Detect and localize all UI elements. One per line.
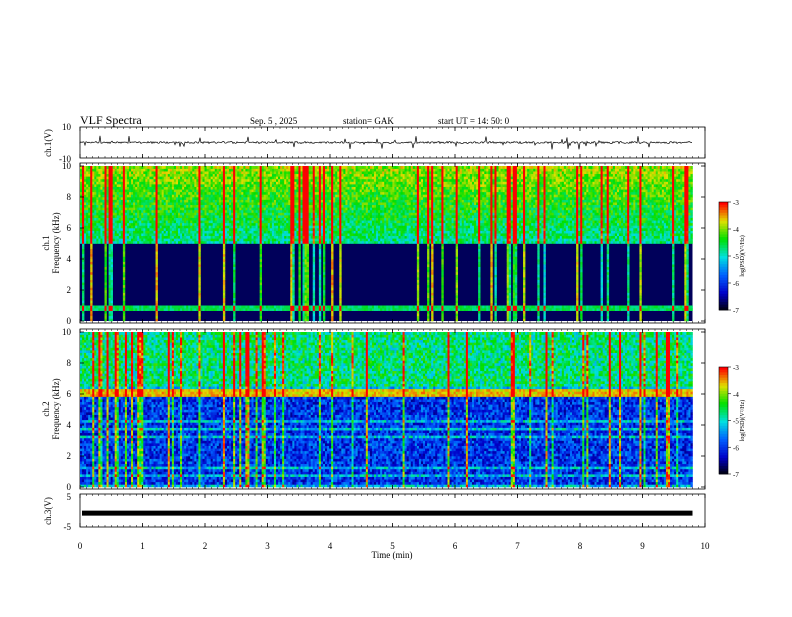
ch1-ytick-top: 10 [62, 122, 72, 132]
ch2-spectrogram-image [80, 332, 693, 487]
colorbar-tick-label: -3 [733, 364, 739, 372]
ch1-spectrogram-panel: 0 2 4 6 8 10 ch.1 Frequency (kHz) -3 -4 -5 -6 -7 l… [41, 161, 746, 326]
colorbar-tick-label: -3 [733, 199, 739, 207]
colorbar-tick-label: -5 [733, 418, 739, 426]
figure-title: VLF Spectra [80, 113, 142, 127]
time-tick-label: 9 [640, 541, 645, 551]
frequency-tick-label: 10 [62, 327, 72, 337]
time-axis-label: Time (min) [372, 550, 413, 560]
ch3-ytick-bottom: -5 [64, 522, 72, 532]
colorbar-label: log(PSD)(V²/Hz) [739, 235, 746, 276]
ch2-colorbar: -3 -4 -5 -6 -7 log(PSD)(V²/Hz) [719, 364, 746, 479]
time-tick-label: 0 [78, 541, 83, 551]
frequency-tick-label: 8 [67, 192, 72, 202]
colorbar-tick-label: -4 [733, 226, 739, 234]
frequency-tick-label: 4 [67, 254, 72, 264]
time-tick-label: 3 [265, 541, 270, 551]
colorbar-label: log(PSD)(V²/Hz) [739, 400, 746, 441]
colorbar-tick-label: -7 [733, 471, 739, 479]
time-tick-label: 7 [515, 541, 520, 551]
colorbar-tick-label: -6 [733, 280, 739, 288]
ch3-waveform-trace [82, 511, 693, 516]
colorbar-tick-label: -4 [733, 391, 739, 399]
time-tick-label: 10 [701, 541, 711, 551]
ch1-spectrogram-ylabel-frequency: Frequency (kHz) [51, 212, 61, 273]
ch1-waveform-ylabel: ch.1(V) [43, 129, 53, 157]
ch2-spectrogram-ylabel-channel: ch.2 [41, 401, 51, 416]
vlf-figure: VLF Spectra Sep. 5 , 2025 station= GAK s… [0, 0, 792, 612]
colorbar-tick-label: -5 [733, 253, 739, 261]
ch1-colorbar: -3 -4 -5 -6 -7 log(PSD)(V²/Hz) [719, 199, 746, 315]
ch2-spectrogram-panel: 0 2 4 6 8 10 ch.2 Frequency (kHz) -3 -4 -5 -6 -7 l… [41, 327, 746, 492]
frequency-tick-label: 4 [67, 420, 72, 430]
ch1-spectrogram-image [80, 166, 693, 321]
ch3-waveform-ylabel: ch.3(V) [43, 497, 53, 525]
time-tick-label: 4 [328, 541, 333, 551]
observation-date: Sep. 5 , 2025 [250, 116, 298, 126]
time-tick-label: 8 [578, 541, 583, 551]
ch3-waveform-frame [80, 494, 705, 527]
time-tick-label: 1 [140, 541, 145, 551]
frequency-tick-label: 2 [67, 451, 72, 461]
colorbar-tick-label: -7 [733, 307, 739, 315]
frequency-tick-label: 0 [67, 316, 72, 326]
start-time-label: start UT = 14: 50: 0 [438, 116, 510, 126]
colorbar-tick-label: -6 [733, 444, 739, 452]
time-tick-label: 2 [203, 541, 208, 551]
frequency-tick-label: 6 [67, 389, 72, 399]
time-tick-label: 6 [453, 541, 458, 551]
ch3-signal-band [82, 511, 693, 516]
frequency-tick-label: 6 [67, 223, 72, 233]
station-label: station= GAK [343, 116, 394, 126]
frequency-tick-label: 8 [67, 358, 72, 368]
frequency-tick-label: 2 [67, 285, 72, 295]
ch1-spectrogram-ylabel-channel: ch.1 [41, 235, 51, 250]
ch2-spectrogram-ylabel-frequency: Frequency (kHz) [51, 378, 61, 439]
frequency-tick-label: 0 [67, 482, 72, 492]
frequency-tick-label: 10 [62, 161, 72, 171]
ch3-ytick-top: 5 [67, 492, 72, 502]
